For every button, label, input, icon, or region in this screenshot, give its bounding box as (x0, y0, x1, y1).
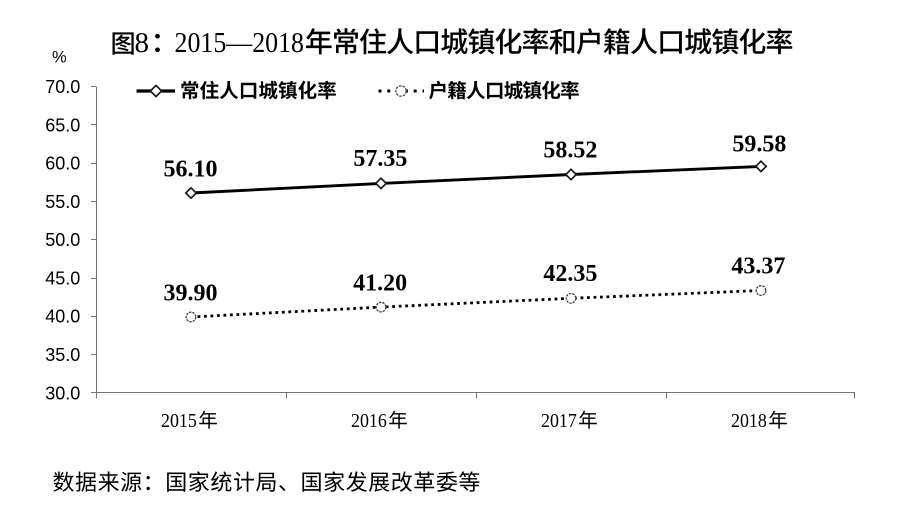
svg-text:39.90: 39.90 (164, 281, 218, 307)
svg-text:41.20: 41.20 (353, 270, 407, 296)
svg-text:45.0: 45.0 (45, 269, 80, 289)
svg-text:55.0: 55.0 (45, 192, 80, 212)
svg-text:8: 8 (135, 27, 150, 59)
svg-text:60.0: 60.0 (45, 154, 80, 174)
svg-text:2016: 2016 (351, 411, 387, 432)
svg-text:2017: 2017 (541, 411, 577, 432)
svg-text:%: % (52, 49, 67, 67)
svg-text:58.52: 58.52 (543, 138, 597, 164)
svg-text:30.0: 30.0 (45, 383, 80, 403)
svg-text:65.0: 65.0 (45, 115, 80, 135)
svg-text:40.0: 40.0 (45, 307, 80, 327)
svg-text:70.0: 70.0 (45, 77, 80, 97)
svg-text:50.0: 50.0 (45, 230, 80, 250)
svg-text:2015—2018: 2015—2018 (175, 27, 305, 59)
svg-text:56.10: 56.10 (164, 157, 218, 183)
svg-text:42.35: 42.35 (543, 261, 597, 287)
svg-text:43.37: 43.37 (731, 254, 785, 280)
svg-text:59.58: 59.58 (732, 131, 786, 157)
svg-text:2015: 2015 (161, 411, 197, 432)
svg-text:35.0: 35.0 (45, 345, 80, 365)
svg-text:57.35: 57.35 (353, 146, 407, 172)
svg-text:2018: 2018 (731, 411, 767, 432)
